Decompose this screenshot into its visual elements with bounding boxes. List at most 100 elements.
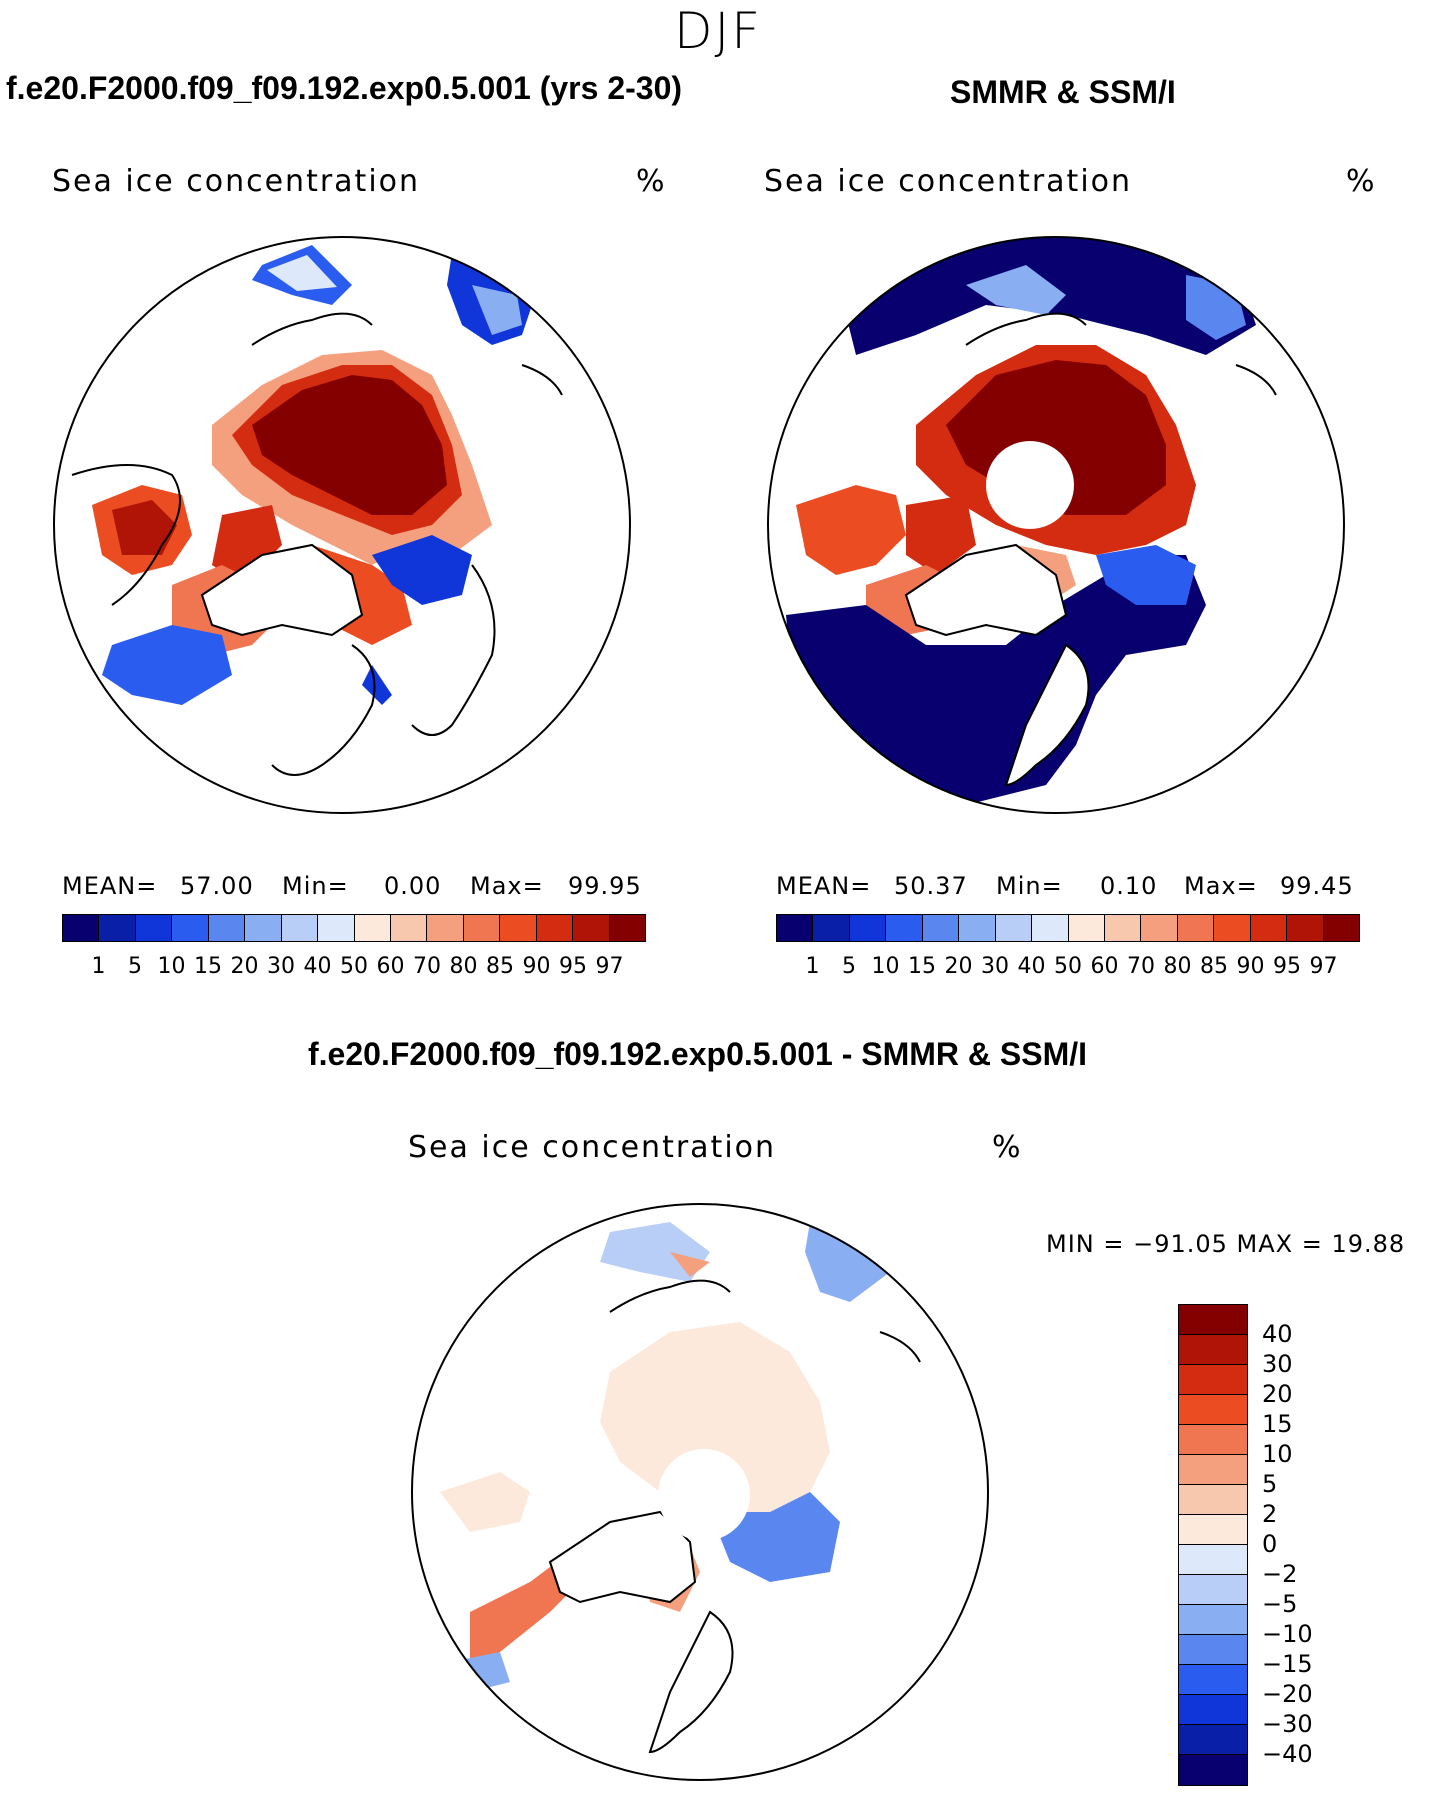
diff-colorbar-tick-label: 30	[1262, 1350, 1293, 1378]
model-colorbar-tick-label: 10	[157, 954, 186, 979]
obs-colorbar-tick-label: 5	[842, 954, 856, 979]
model-colorbar-swatch	[609, 915, 645, 941]
model-colorbar-tick-label: 80	[449, 954, 478, 979]
obs-colorbar-swatch	[1141, 915, 1178, 941]
season-title: DJF	[673, 2, 762, 60]
model-colorbar-swatch	[390, 915, 428, 941]
obs-colorbar-swatch	[777, 915, 814, 941]
model-colorbar-swatch	[245, 915, 282, 941]
model-colorbar-swatch	[463, 915, 501, 941]
obs-min-label: Min=	[996, 872, 1063, 900]
diff-colorbar-swatch	[1179, 1605, 1247, 1635]
diff-colorbar-swatch	[1179, 1725, 1247, 1755]
obs-colorbar-swatch	[1032, 915, 1069, 941]
model-colorbar-tick-label: 30	[267, 954, 295, 979]
diff-colorbar-tick-label: −5	[1262, 1590, 1298, 1618]
diff-variable-label: Sea ice concentration	[408, 1130, 777, 1165]
diff-polar-map	[411, 1203, 989, 1781]
obs-colorbar-swatch	[959, 915, 996, 941]
model-colorbar	[62, 914, 646, 942]
diff-colorbar-swatch	[1179, 1755, 1247, 1785]
obs-colorbar-tick-label: 60	[1090, 954, 1119, 979]
diff-colorbar-tick-label: 10	[1262, 1440, 1293, 1468]
model-colorbar-tick-label: 90	[522, 954, 551, 979]
model-colorbar-tick-label: 20	[230, 954, 259, 979]
obs-max-label: Max=	[1184, 872, 1258, 900]
diff-minmax: MIN = −91.05 MAX = 19.88	[1046, 1230, 1406, 1258]
model-colorbar-tick-label: 85	[486, 954, 514, 979]
diff-colorbar-swatch	[1179, 1305, 1247, 1335]
model-colorbar-tick-label: 60	[376, 954, 405, 979]
model-colorbar-swatch	[500, 915, 537, 941]
diff-colorbar-swatch	[1179, 1485, 1247, 1515]
model-colorbar-tick-label: 97	[595, 954, 624, 979]
obs-colorbar-tick-label: 10	[871, 954, 900, 979]
diff-colorbar-swatch	[1179, 1335, 1247, 1365]
obs-colorbar-swatch	[1287, 915, 1324, 941]
diff-colorbar-swatch	[1179, 1395, 1247, 1425]
diff-colorbar-tick-label: −40	[1262, 1740, 1313, 1768]
obs-colorbar-tick-label: 70	[1127, 954, 1155, 979]
model-colorbar-swatch	[354, 915, 391, 941]
obs-colorbar-swatch	[849, 915, 887, 941]
model-colorbar-swatch	[135, 915, 173, 941]
model-min-label: Min=	[282, 872, 349, 900]
diff-colorbar-tick-label: −15	[1262, 1650, 1313, 1678]
obs-mean-label: MEAN=	[776, 872, 872, 900]
model-colorbar-swatch	[208, 915, 246, 941]
model-colorbar-swatch	[318, 915, 355, 941]
obs-colorbar-tick-label: 20	[944, 954, 973, 979]
model-units-label: %	[636, 164, 667, 199]
obs-colorbar-ticks: 1 5 10 15 20 30 40 50 60 70 80 85 90 95 97	[776, 954, 1360, 984]
model-variable-label: Sea ice concentration	[52, 164, 421, 199]
model-colorbar-swatch	[172, 915, 209, 941]
diff-colorbar-swatch	[1179, 1575, 1247, 1605]
model-colorbar-tick-label: 50	[340, 954, 368, 979]
model-colorbar-swatch	[427, 915, 464, 941]
model-mean-label: MEAN=	[62, 872, 158, 900]
obs-mean-value: 50.37	[894, 872, 968, 900]
obs-colorbar	[776, 914, 1360, 942]
model-mean-value: 57.00	[180, 872, 254, 900]
diff-units-label: %	[992, 1130, 1023, 1165]
obs-colorbar-tick-label: 30	[981, 954, 1009, 979]
obs-colorbar-tick-label: 15	[908, 954, 936, 979]
diff-colorbar-tick-label: −20	[1262, 1680, 1313, 1708]
obs-colorbar-tick-label: 90	[1236, 954, 1265, 979]
obs-colorbar-swatch	[813, 915, 850, 941]
diff-colorbar-swatch	[1179, 1545, 1247, 1575]
obs-colorbar-swatch	[1177, 915, 1215, 941]
obs-colorbar-tick-label: 95	[1273, 954, 1301, 979]
obs-max-value: 99.45	[1280, 872, 1354, 900]
model-colorbar-swatch	[99, 915, 136, 941]
diff-colorbar-swatch	[1179, 1365, 1247, 1395]
diff-colorbar-tick-label: 0	[1262, 1530, 1278, 1558]
diff-colorbar-tick-label: 5	[1262, 1470, 1278, 1498]
diff-colorbar-tick-label: 20	[1262, 1380, 1293, 1408]
diff-colorbar-tick-label: −30	[1262, 1710, 1313, 1738]
obs-units-label: %	[1346, 164, 1377, 199]
diff-colorbar-swatch	[1179, 1425, 1247, 1455]
diff-colorbar-swatch	[1179, 1455, 1247, 1485]
diff-colorbar-tick-label: 40	[1262, 1320, 1293, 1348]
diff-colorbar-tick-label: −10	[1262, 1620, 1313, 1648]
obs-colorbar-swatch	[1068, 915, 1105, 941]
model-colorbar-swatch	[63, 915, 100, 941]
model-colorbar-tick-label: 15	[194, 954, 222, 979]
obs-colorbar-swatch	[1323, 915, 1359, 941]
diff-colorbar-swatch	[1179, 1695, 1247, 1725]
obs-colorbar-tick-label: 40	[1017, 954, 1046, 979]
obs-colorbar-tick-label: 50	[1054, 954, 1082, 979]
model-colorbar-tick-label: 70	[413, 954, 441, 979]
diff-panel-title: f.e20.F2000.f09_f09.192.exp0.5.001 - SMM…	[308, 1036, 1088, 1072]
diff-colorbar-swatch	[1179, 1635, 1247, 1665]
obs-colorbar-swatch	[1250, 915, 1288, 941]
model-colorbar-swatch	[536, 915, 574, 941]
obs-colorbar-tick-label: 97	[1309, 954, 1338, 979]
diff-colorbar-tick-label: −2	[1262, 1560, 1298, 1588]
model-colorbar-tick-label: 95	[559, 954, 587, 979]
obs-panel-title: SMMR & SSM/I	[950, 74, 1176, 110]
model-panel-title: f.e20.F2000.f09_f09.192.exp0.5.001 (yrs …	[6, 70, 683, 106]
obs-colorbar-swatch	[1104, 915, 1142, 941]
model-max-value: 99.95	[568, 872, 642, 900]
